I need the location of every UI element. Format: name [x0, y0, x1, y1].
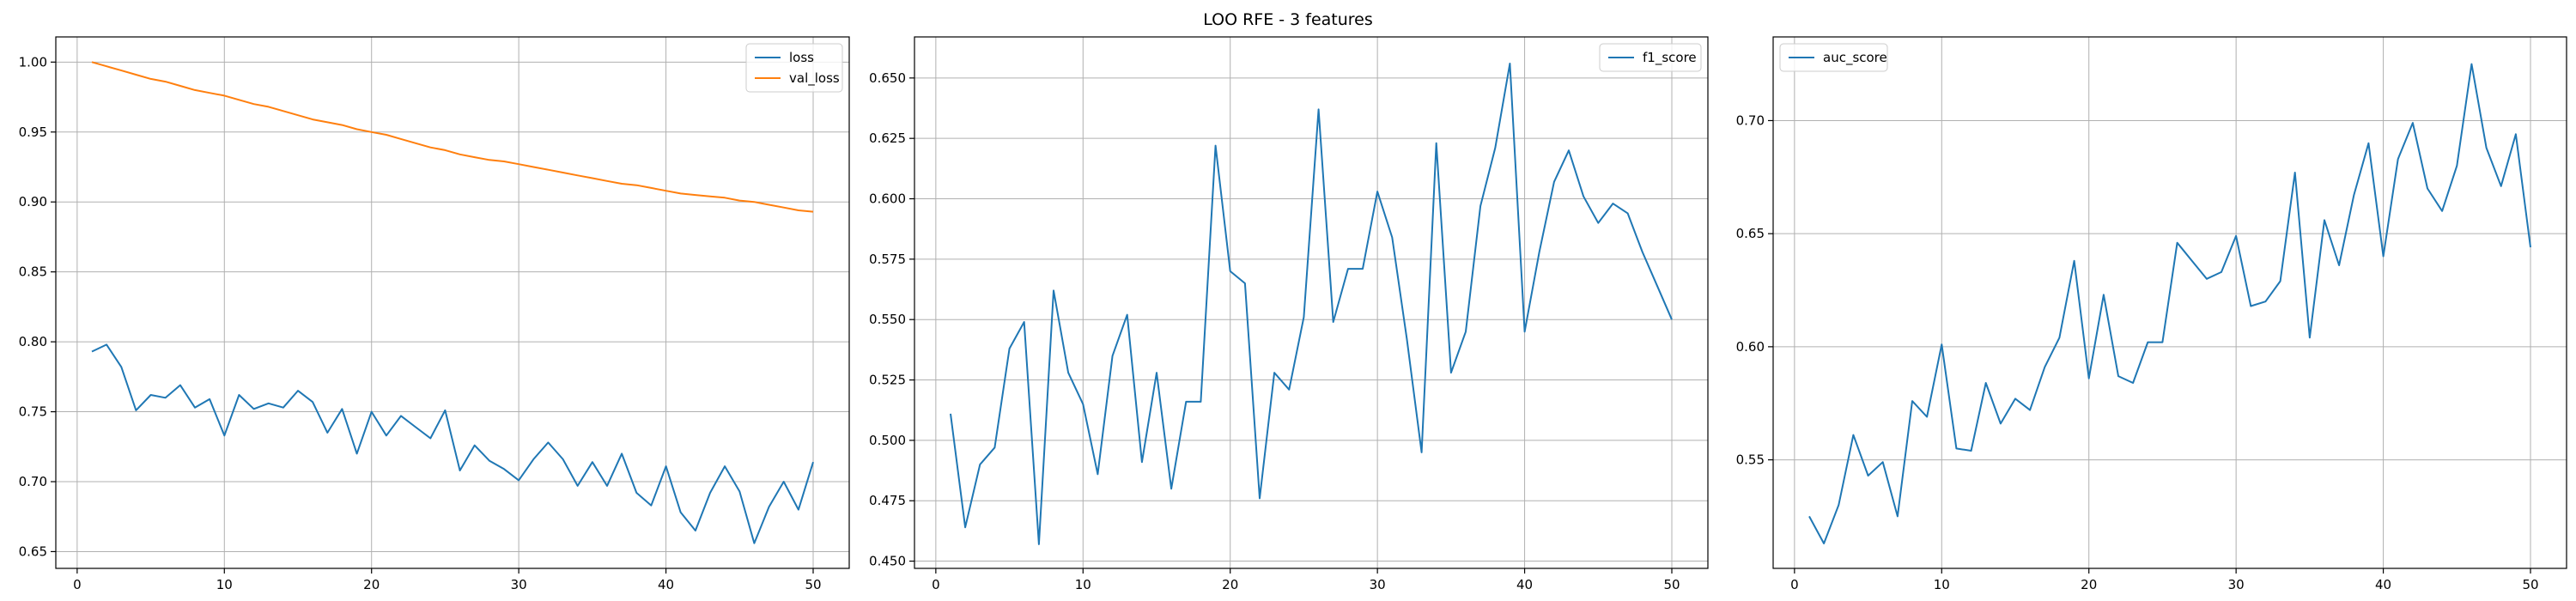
y-tick-label: 0.65	[19, 543, 47, 559]
x-tick-label: 0	[73, 577, 82, 592]
y-tick-label: 0.475	[869, 493, 906, 508]
x-tick-label: 10	[216, 577, 233, 592]
legend-box	[1779, 43, 1888, 72]
legend-box	[745, 43, 843, 93]
series-line-val-loss	[91, 61, 814, 213]
y-tick-label: 0.60	[1736, 339, 1765, 355]
y-tick-label: 0.525	[869, 373, 906, 388]
y-tick-label: 0.500	[869, 433, 906, 448]
y-tick-label: 0.75	[19, 404, 47, 420]
axes-frame	[914, 36, 1709, 569]
y-tick-label: 0.70	[1736, 112, 1765, 128]
x-tick-label: 10	[1075, 577, 1091, 592]
y-tick-label: 0.90	[19, 194, 47, 209]
x-tick-label: 40	[658, 577, 674, 592]
y-tick-label: 0.65	[1736, 226, 1765, 241]
x-tick-label: 20	[2081, 577, 2097, 592]
x-tick-label: 40	[1516, 577, 1533, 592]
x-tick-label: 50	[2522, 577, 2538, 592]
x-tick-label: 50	[1663, 577, 1680, 592]
y-tick-label: 0.80	[19, 334, 47, 349]
y-tick-label: 0.95	[19, 124, 47, 140]
y-tick-label: 0.450	[869, 554, 906, 569]
y-tick-label: 0.650	[869, 70, 906, 86]
legend: loss val_loss	[745, 43, 843, 93]
x-tick-label: 30	[1370, 577, 1386, 592]
x-tick-label: 30	[2228, 577, 2245, 592]
legend-label: loss	[789, 50, 814, 65]
legend-label: val_loss	[789, 70, 840, 87]
x-tick-label: 20	[363, 577, 380, 592]
x-tick-label: 0	[1790, 577, 1799, 592]
series-line-f1-score	[950, 63, 1673, 545]
y-tick-label: 0.600	[869, 191, 906, 207]
axes-frame	[55, 36, 850, 569]
y-tick-label: 0.575	[869, 252, 906, 267]
x-tick-label: 0	[932, 577, 940, 592]
figure-title: LOO RFE - 3 features	[1203, 10, 1373, 29]
legend: auc_score	[1779, 43, 1888, 72]
x-tick-label: 10	[1934, 577, 1950, 592]
axes-frame	[1772, 36, 2567, 569]
legend-box	[1599, 43, 1702, 72]
y-tick-label: 0.85	[19, 264, 47, 280]
legend-label: f1_score	[1643, 50, 1697, 66]
legend-label: auc_score	[1823, 50, 1887, 66]
x-tick-label: 20	[1222, 577, 1238, 592]
y-tick-label: 0.550	[869, 312, 906, 327]
y-tick-label: 1.00	[19, 54, 47, 70]
series-line-auc-score	[1808, 63, 2531, 544]
y-tick-label: 0.625	[869, 131, 906, 146]
series-line-loss	[91, 343, 814, 544]
y-tick-label: 0.70	[19, 474, 47, 489]
x-tick-label: 50	[805, 577, 821, 592]
x-tick-label: 40	[2375, 577, 2391, 592]
x-tick-label: 30	[511, 577, 527, 592]
legend: f1_score	[1599, 43, 1702, 72]
y-tick-label: 0.55	[1736, 452, 1765, 468]
